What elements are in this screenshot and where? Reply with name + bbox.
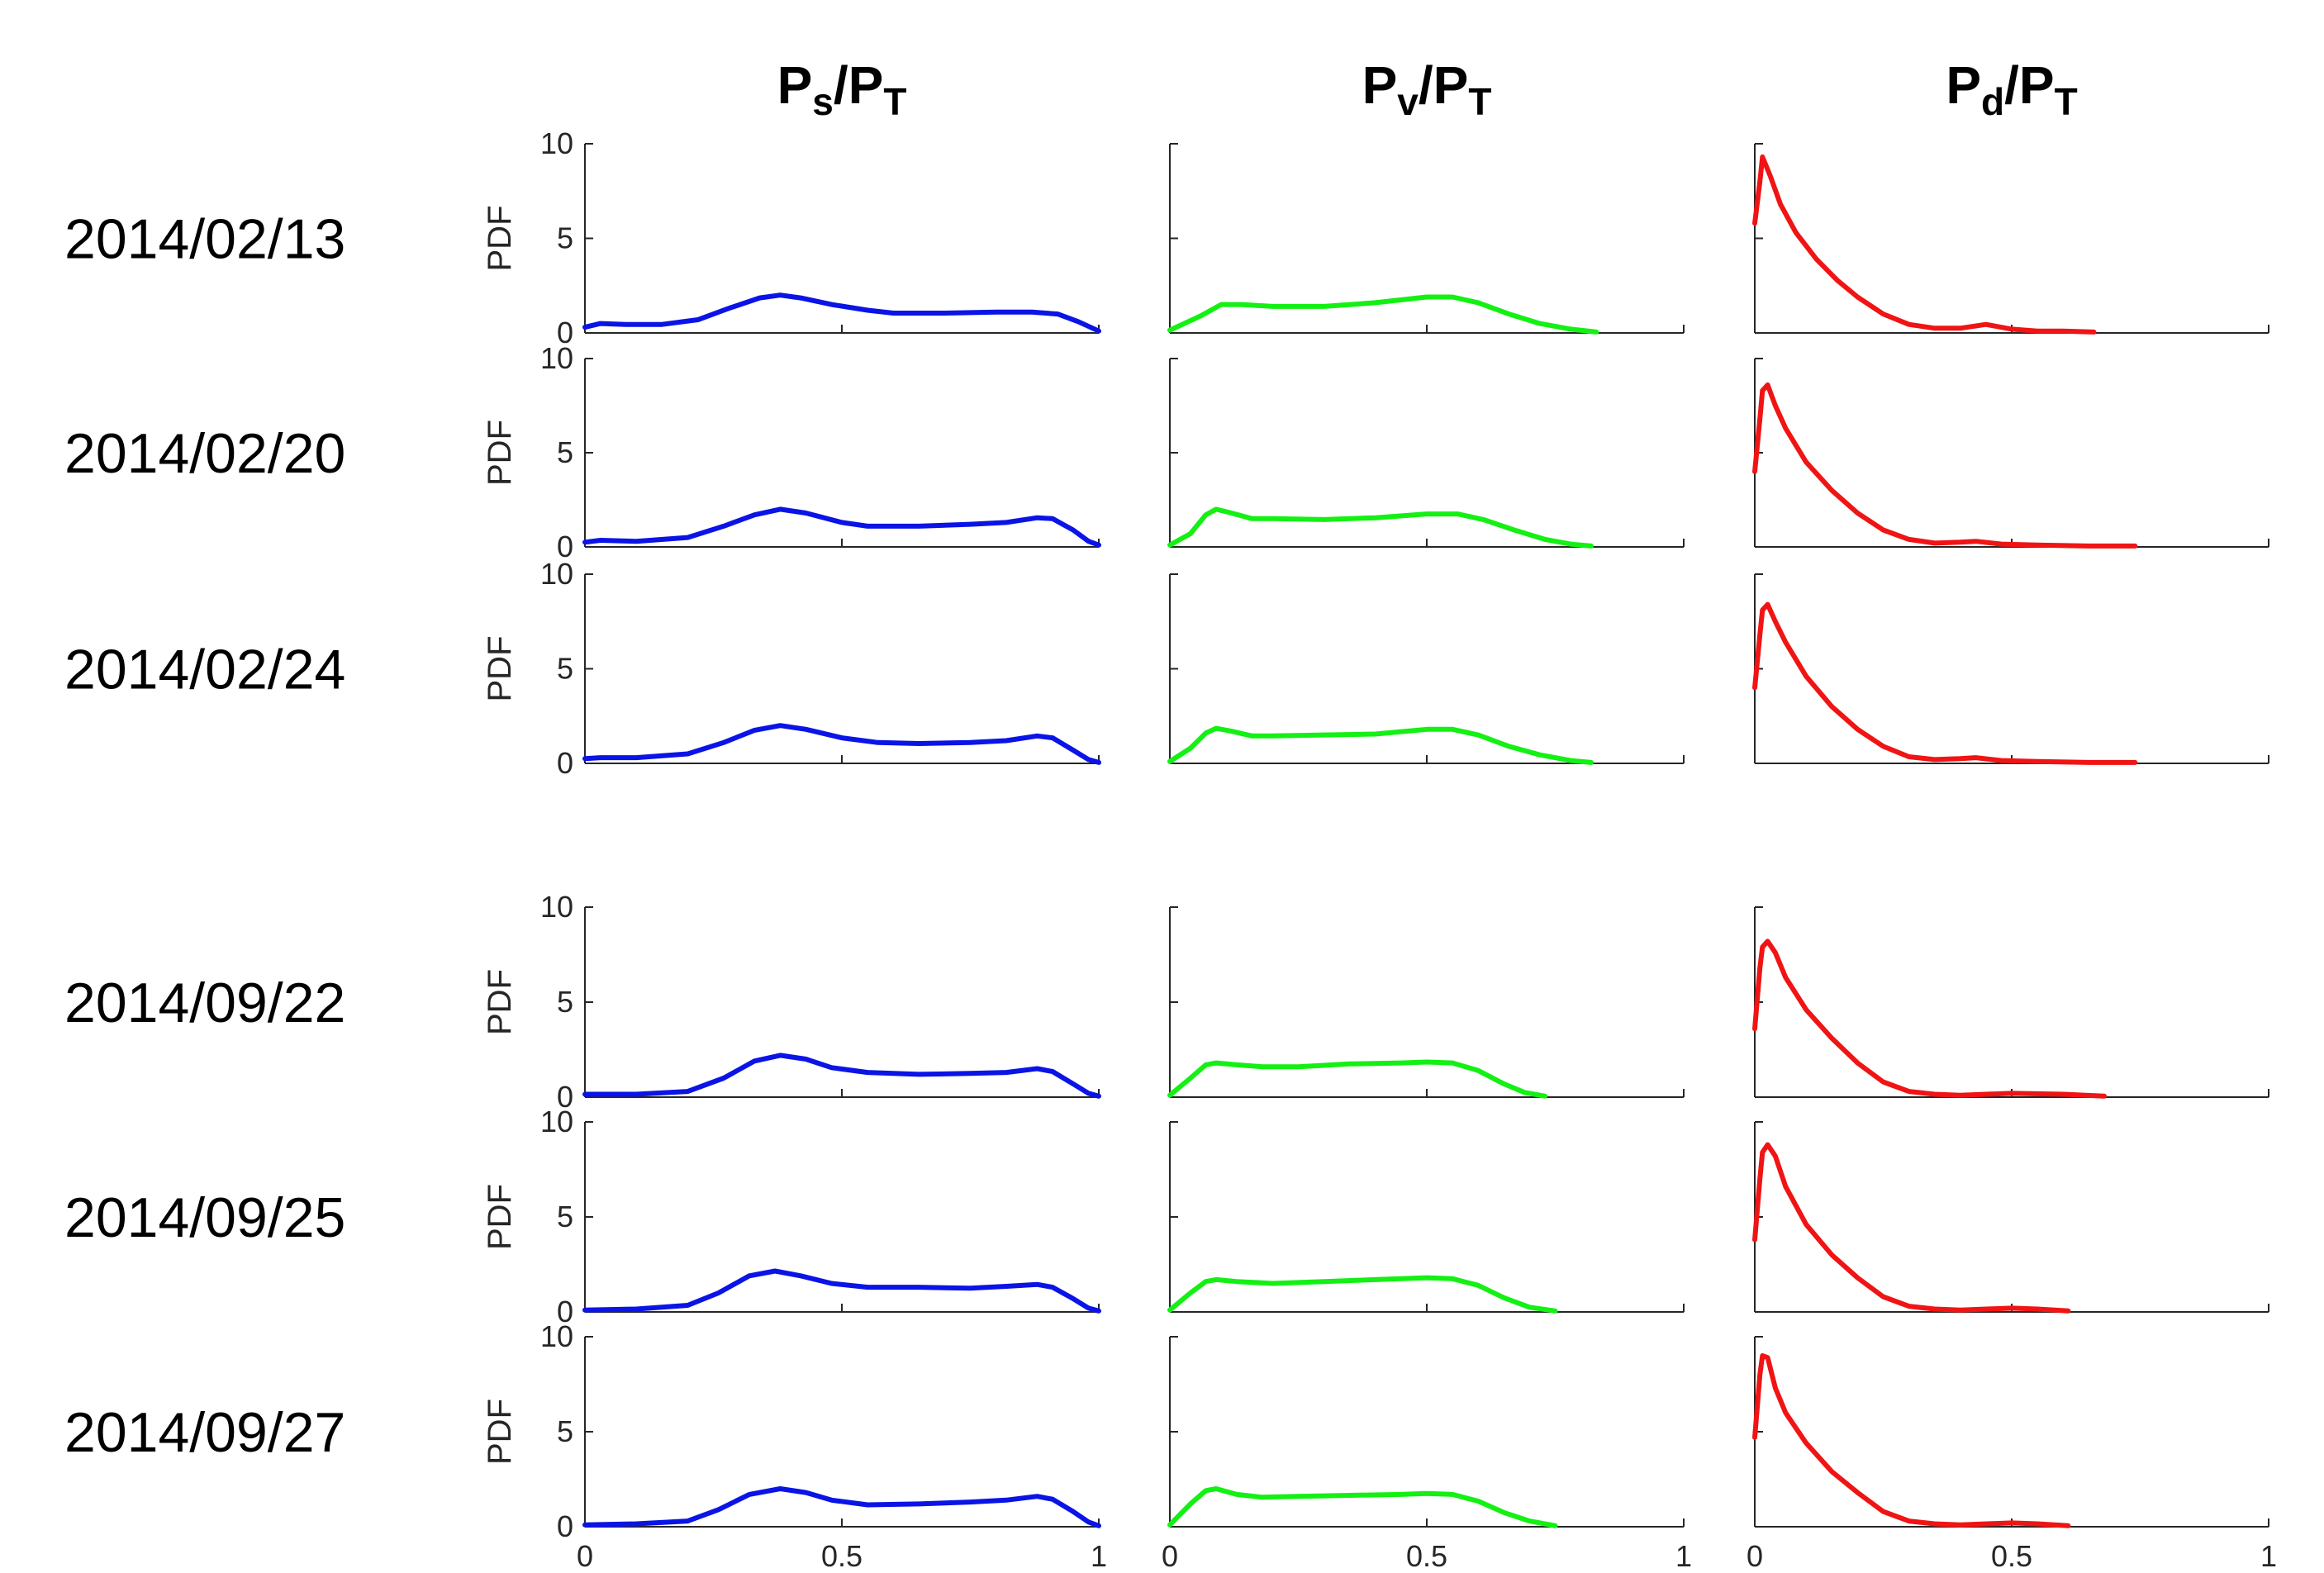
y-tick-label: 5 — [557, 1200, 573, 1233]
y-axis-label: PDF — [482, 206, 518, 272]
x-tick-label: 0 — [1747, 1539, 1763, 1573]
y-tick-label: 5 — [557, 1414, 573, 1448]
x-tick-label: 0.5 — [821, 1539, 863, 1573]
x-tick-label: 0.5 — [1991, 1539, 2032, 1573]
title-subscript: d — [1981, 80, 2004, 123]
x-tick-label: 0 — [577, 1539, 593, 1573]
title-main: /P — [1419, 55, 1468, 115]
panel-r6-c1: 0 5 10 0 0.5 1 PDF — [482, 1319, 1107, 1573]
y-tick-label: 10 — [540, 890, 573, 924]
title-main: P — [1362, 55, 1398, 115]
column-titles: Ps/PT Pv/PT Pd/PT — [777, 55, 2078, 123]
row-date-label: 2014/02/13 — [64, 208, 345, 271]
panel-r1-c1: 0 5 10 PDF — [482, 126, 1101, 349]
y-tick-label: 0 — [557, 746, 573, 780]
row-date-label: 2014/02/24 — [64, 639, 345, 701]
pdf-curve-r4-c1 — [582, 1053, 1101, 1099]
y-tick-label: 5 — [557, 435, 573, 469]
panel-r5-c3 — [1752, 1121, 2269, 1314]
pdf-curve-r6-c3 — [1752, 1353, 2071, 1528]
x-tick-label: 0 — [1162, 1539, 1178, 1573]
y-tick-label: 10 — [540, 1319, 573, 1353]
pdf-curve-r1-c1 — [582, 292, 1101, 334]
y-tick-label: 10 — [540, 126, 573, 160]
pdf-curve-r2-c1 — [582, 506, 1101, 548]
panel-r3-c3 — [1752, 573, 2269, 765]
x-tick-label: 0.5 — [1406, 1539, 1447, 1573]
panel-r2-c1: 0 5 10 PDF — [482, 341, 1101, 563]
pdf-curve-r6-c1 — [582, 1486, 1101, 1528]
pdf-curve-r3-c1 — [582, 723, 1101, 765]
y-tick-label: 0 — [557, 1509, 573, 1543]
panel-r5-c1: 0 5 10 PDF — [482, 1105, 1101, 1328]
row-date-labels: 2014/02/13 2014/02/20 2014/02/24 2014/09/22… — [64, 208, 345, 1465]
row-date-label: 2014/02/20 — [64, 422, 345, 485]
panel-r3-c1: 0 5 10 PDF — [482, 557, 1101, 780]
y-tick-label: 0 — [557, 316, 573, 349]
pdf-curve-r1-c2 — [1167, 294, 1599, 335]
pdf-curve-r5-c1 — [582, 1268, 1101, 1314]
pdf-curve-r4-c3 — [1752, 939, 2107, 1099]
title-subscript: T — [883, 80, 906, 123]
column-title-3: Pd/PT — [1946, 55, 2077, 123]
pdf-curve-r6-c2 — [1167, 1486, 1558, 1528]
title-subscript: T — [2055, 80, 2078, 123]
column-title-2: Pv/PT — [1362, 55, 1492, 123]
x-tick-label: 1 — [1675, 1539, 1692, 1573]
y-tick-label: 5 — [557, 985, 573, 1019]
plot-panels: 0510PDF0510PDF0510PDF0510PDF0510PDF05100… — [482, 126, 2277, 1573]
y-tick-label: 5 — [557, 221, 573, 255]
row-date-label: 2014/09/27 — [64, 1401, 345, 1464]
x-tick-label: 1 — [2260, 1539, 2277, 1573]
pdf-curve-r4-c2 — [1167, 1059, 1548, 1099]
panel-r3-c2 — [1167, 573, 1685, 765]
y-tick-label: 10 — [540, 1105, 573, 1138]
title-main: P — [777, 55, 813, 115]
y-tick-label: 10 — [540, 557, 573, 591]
y-tick-label: 0 — [557, 1080, 573, 1114]
y-tick-label: 5 — [557, 652, 573, 686]
title-subscript: v — [1397, 80, 1419, 123]
y-axis-label: PDF — [482, 636, 518, 702]
pdf-curve-r5-c3 — [1752, 1142, 2071, 1314]
x-tick-label: 1 — [1091, 1539, 1107, 1573]
title-main: /P — [834, 55, 883, 115]
title-subscript: T — [1468, 80, 1491, 123]
pdf-curve-r3-c3 — [1752, 601, 2138, 765]
title-main: P — [1946, 55, 1981, 115]
y-tick-label: 0 — [557, 1295, 573, 1328]
panel-r1-c3 — [1752, 143, 2269, 335]
panel-r2-c3 — [1752, 358, 2269, 549]
title-main: /P — [2004, 55, 2054, 115]
column-title-1: Ps/PT — [777, 55, 907, 123]
panel-r1-c2 — [1167, 143, 1685, 335]
pdf-curve-r5-c2 — [1167, 1275, 1558, 1314]
y-axis-label: PDF — [482, 1399, 518, 1465]
panel-r4-c1: 0 5 10 PDF — [482, 890, 1101, 1114]
panel-r2-c2 — [1167, 358, 1685, 549]
y-axis-label: PDF — [482, 1184, 518, 1250]
panel-r5-c2 — [1167, 1121, 1685, 1314]
y-axis-label: PDF — [482, 969, 518, 1035]
row-date-label: 2014/09/25 — [64, 1186, 345, 1249]
pdf-curve-r2-c3 — [1752, 382, 2138, 549]
panel-r6-c3: 0 0.5 1 — [1747, 1336, 2277, 1573]
y-axis-label: PDF — [482, 420, 518, 486]
y-tick-label: 0 — [557, 530, 573, 563]
pdf-curve-r1-c3 — [1752, 154, 2097, 335]
pdf-curve-r3-c2 — [1167, 725, 1594, 765]
title-subscript: s — [812, 80, 834, 123]
panel-r4-c2 — [1167, 906, 1685, 1099]
row-date-label: 2014/09/22 — [64, 972, 345, 1034]
panel-r4-c3 — [1752, 906, 2269, 1099]
pdf-curve-r2-c2 — [1167, 506, 1594, 549]
panel-r6-c2: 0 0.5 1 — [1162, 1336, 1692, 1573]
y-tick-label: 10 — [540, 341, 573, 375]
